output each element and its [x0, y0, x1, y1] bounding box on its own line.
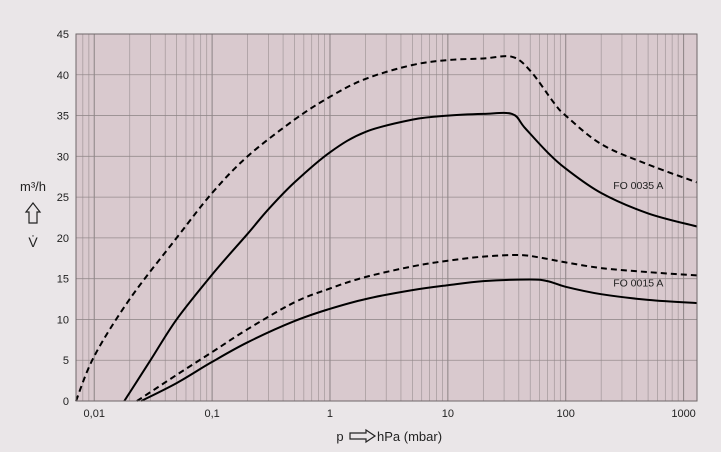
y-axis-symbol: V̇	[28, 234, 38, 250]
x-tick-label: 0,1	[204, 408, 219, 420]
x-tick-label: 1000	[671, 408, 695, 420]
y-tick-label: 30	[57, 151, 69, 163]
y-axis-unit: m³/h	[20, 179, 46, 194]
x-axis-unit: hPa (mbar)	[377, 429, 442, 444]
y-tick-label: 25	[57, 192, 69, 204]
x-tick-label: 0,01	[84, 408, 105, 420]
curve-label: FO 0015 A	[613, 278, 663, 290]
series-line-4	[136, 253, 698, 402]
y-tick-label: 5	[63, 355, 69, 367]
series-line-3	[140, 278, 698, 402]
y-tick-label: 15	[57, 274, 69, 286]
series-lines	[75, 55, 698, 402]
curve-label: FO 0035 A	[613, 180, 663, 192]
curve-labels: FO 0035 A FO 0015 A	[613, 180, 663, 290]
x-axis-prefix: p	[336, 429, 343, 444]
y-tick-label: 20	[57, 233, 69, 245]
y-tick-label: 0	[63, 396, 69, 408]
y-tick-label: 10	[57, 314, 69, 326]
y-tick-label: 35	[57, 111, 69, 123]
up-arrow-icon	[24, 202, 42, 224]
x-tick-label: 10	[442, 408, 454, 420]
right-arrow-icon	[349, 428, 377, 444]
series-line-2	[75, 55, 698, 402]
x-tick-label: 1	[327, 408, 333, 420]
y-tick-label: 40	[57, 70, 69, 82]
x-tick-label: 100	[557, 408, 575, 420]
axis-ticks: 0 5 10 15 20 25 30 35 40 45 0,01 0,1 1 10 100 1000	[57, 29, 696, 420]
plot-frame	[75, 33, 698, 402]
series-line-1	[123, 111, 698, 402]
y-tick-label: 45	[57, 29, 69, 41]
grid-lines	[75, 33, 697, 402]
